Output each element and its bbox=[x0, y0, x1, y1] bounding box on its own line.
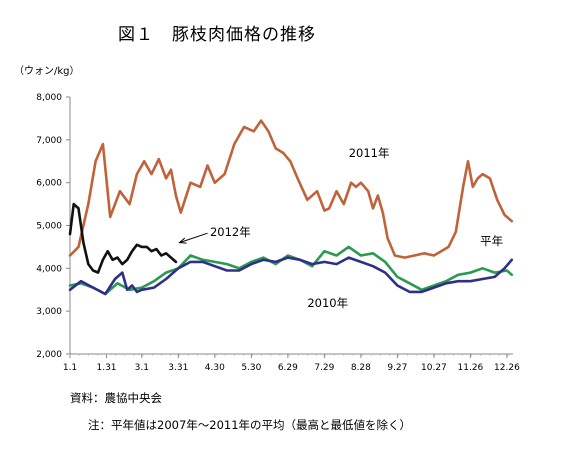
series-annotation-label: 2011年 bbox=[349, 146, 390, 160]
average-note: 注：平年値は2007年～2011年の平均（最高と最低値を除く） bbox=[88, 418, 412, 432]
y-tick-label: 6,000 bbox=[36, 179, 62, 189]
y-tick-label: 8,000 bbox=[36, 93, 62, 103]
y-tick-label: 4,000 bbox=[36, 264, 62, 274]
y-axis-unit-label: （ウォン/kg） bbox=[14, 66, 80, 77]
series-line-2010 bbox=[68, 256, 514, 296]
x-tick-label: 1.31 bbox=[96, 363, 116, 373]
y-tick-label: 2,000 bbox=[36, 350, 62, 360]
x-tick-label: 7.29 bbox=[314, 363, 334, 373]
x-tick-label: 8.28 bbox=[351, 363, 371, 373]
series-annotation-label: 平年 bbox=[480, 234, 503, 248]
series-line-2012 bbox=[68, 202, 178, 274]
series-annotation-label: 2012年 bbox=[210, 225, 251, 239]
x-tick-label: 6.29 bbox=[278, 363, 298, 373]
x-tick-label: 4.30 bbox=[205, 363, 225, 373]
y-tick-label: 3,000 bbox=[36, 307, 62, 317]
x-tick-label: 3.31 bbox=[168, 363, 188, 373]
y-tick-label: 5,000 bbox=[36, 222, 62, 232]
x-tick-label: 12.26 bbox=[494, 363, 520, 373]
series-annotation-label: 2010年 bbox=[307, 296, 348, 310]
x-tick-label: 11.26 bbox=[458, 363, 484, 373]
x-tick-label: 10.27 bbox=[421, 363, 447, 373]
x-tick-label: 3.1 bbox=[135, 363, 149, 373]
x-tick-label: 5.30 bbox=[241, 363, 261, 373]
series-line-average bbox=[68, 245, 514, 296]
x-tick-label: 9.27 bbox=[387, 363, 407, 373]
y-tick-label: 7,000 bbox=[36, 136, 62, 146]
x-tick-label: 1.1 bbox=[63, 363, 77, 373]
chart-title: 図１ 豚枝肉価格の推移 bbox=[118, 25, 316, 45]
annotation-arrow-head bbox=[178, 237, 187, 244]
series-line-2011 bbox=[68, 119, 514, 259]
annotation-arrow-line bbox=[179, 232, 208, 244]
source-note: 資料：農協中央会 bbox=[70, 391, 162, 405]
